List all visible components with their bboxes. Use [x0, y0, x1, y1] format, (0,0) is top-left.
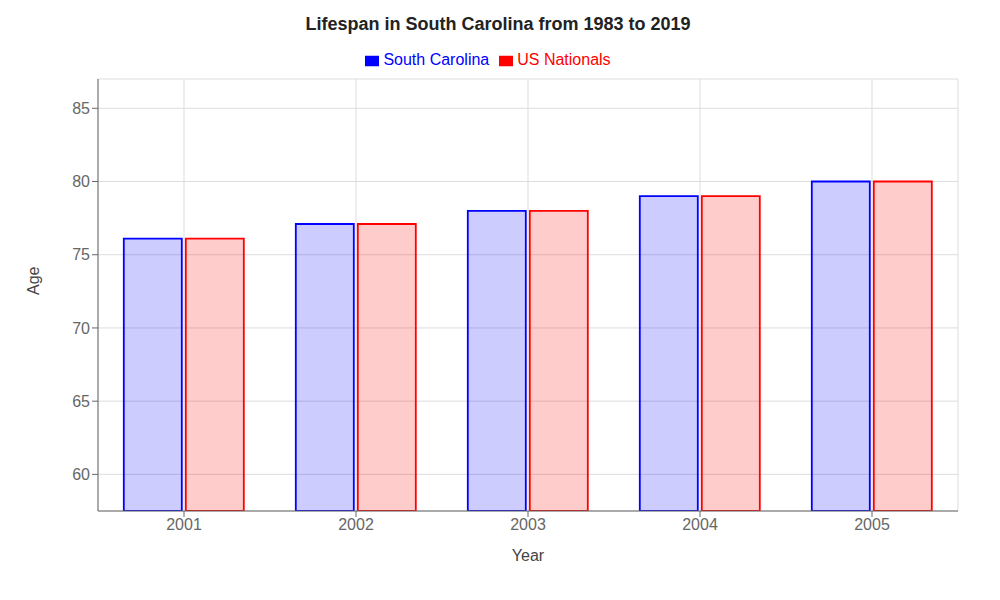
svg-text:2003: 2003 [510, 516, 546, 533]
svg-text:60: 60 [72, 466, 90, 483]
svg-text:2002: 2002 [338, 516, 374, 533]
html-text:Lifespan in South Carolina fro: Lifespan in South Carolina from 1983 to … [305, 14, 691, 34]
svg-text:2001: 2001 [166, 516, 202, 533]
svg-text:Year: Year [512, 547, 545, 564]
html-text:South Carolina: South Carolina [383, 51, 490, 68]
svg-text:80: 80 [72, 173, 90, 190]
svg-text:2005: 2005 [854, 516, 890, 533]
svg-text:2004: 2004 [682, 516, 718, 533]
svg-text:85: 85 [72, 100, 90, 117]
svg-text:70: 70 [72, 320, 90, 337]
svg-text:65: 65 [72, 393, 90, 410]
html-text:US Nationals: US Nationals [517, 51, 611, 68]
svg-text:75: 75 [72, 246, 90, 263]
svg-text:Age: Age [25, 266, 42, 295]
